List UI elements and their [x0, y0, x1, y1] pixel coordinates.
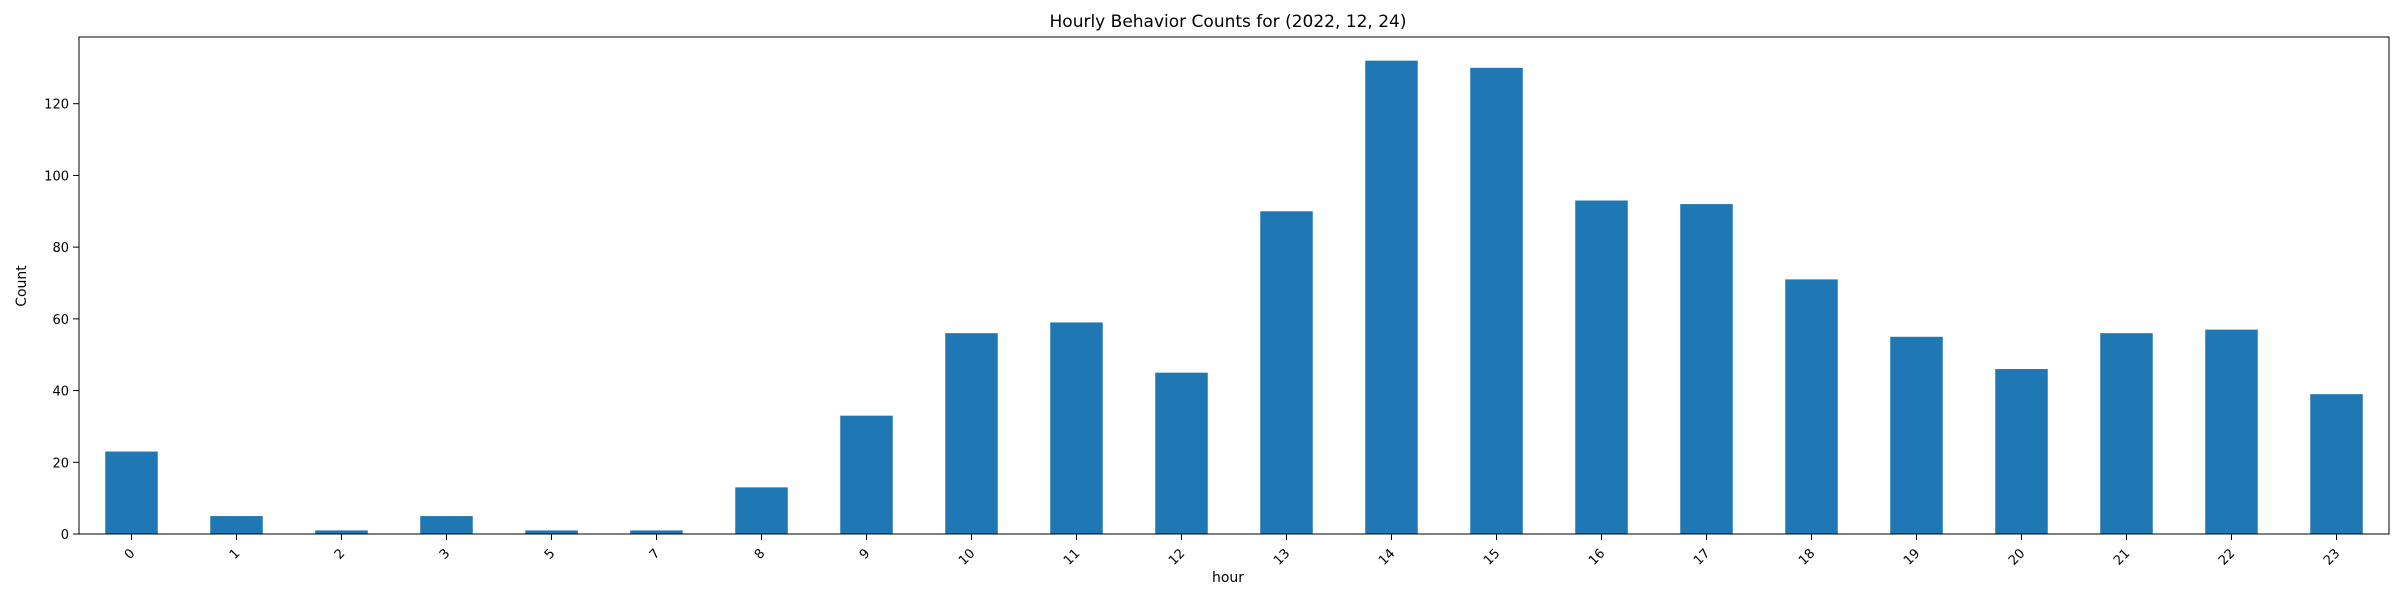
x-tick-label: 2 — [332, 546, 348, 562]
x-tick-label: 20 — [2006, 546, 2028, 568]
y-tick-label: 0 — [61, 528, 69, 543]
bar-hour-15 — [1470, 67, 1523, 534]
bar-hour-22 — [2205, 329, 2258, 534]
bar-hour-16 — [1575, 200, 1628, 534]
y-tick-label: 60 — [52, 313, 69, 328]
bar-hour-9 — [840, 415, 893, 534]
bars-group — [105, 60, 2363, 535]
x-tick-label: 11 — [1061, 546, 1083, 568]
x-axis: 0 1 2 3 5 7 8 9 10 11 12 13 14 15 16 17 18 19 20 21 22 23 — [122, 534, 2343, 569]
bar-hour-1 — [210, 516, 263, 534]
y-axis-label: Count — [14, 265, 30, 307]
bar-hour-21 — [2100, 333, 2153, 534]
plot-frame — [78, 36, 2390, 535]
bar-hour-20 — [1995, 369, 2048, 534]
x-axis-label: hour — [1212, 570, 1244, 586]
y-tick-label: 120 — [44, 98, 69, 113]
x-tick-label: 5 — [542, 546, 558, 562]
x-tick-label: 14 — [1376, 546, 1398, 568]
x-tick-label: 17 — [1691, 546, 1713, 568]
y-axis: 0 20 40 60 80 100 120 — [44, 98, 79, 543]
x-tick-label: 10 — [956, 546, 978, 568]
bar-hour-12 — [1155, 372, 1208, 534]
bar-hour-0 — [105, 451, 158, 534]
bar-hour-5 — [525, 530, 578, 534]
bar-hour-23 — [2310, 394, 2363, 534]
bar-hour-7 — [630, 530, 683, 534]
bar-hour-14 — [1365, 60, 1418, 535]
x-tick-label: 9 — [857, 546, 873, 562]
bar-hour-8 — [735, 487, 788, 534]
x-tick-label: 19 — [1901, 546, 1923, 568]
x-tick-label: 21 — [2111, 546, 2133, 568]
bar-hour-13 — [1260, 211, 1313, 534]
bar-hour-10 — [945, 333, 998, 534]
x-tick-label: 8 — [752, 546, 768, 562]
y-tick-label: 20 — [52, 456, 69, 471]
bar-hour-3 — [420, 516, 473, 534]
y-tick-label: 80 — [52, 241, 69, 256]
x-tick-label: 13 — [1271, 546, 1293, 568]
x-tick-label: 0 — [122, 546, 138, 562]
x-tick-label: 1 — [227, 546, 243, 562]
x-tick-label: 3 — [437, 546, 453, 562]
chart-title: Hourly Behavior Counts for (2022, 12, 24… — [1050, 12, 1407, 32]
x-tick-label: 16 — [1586, 546, 1608, 568]
x-tick-label: 15 — [1481, 546, 1503, 568]
bar-hour-18 — [1785, 279, 1838, 534]
x-tick-label: 12 — [1166, 546, 1188, 568]
y-tick-label: 40 — [52, 385, 69, 400]
y-tick-label: 100 — [44, 169, 69, 184]
x-tick-label: 22 — [2216, 546, 2238, 568]
x-tick-label: 18 — [1796, 546, 1818, 568]
bar-hour-11 — [1050, 322, 1103, 534]
bar-hour-19 — [1890, 336, 1943, 534]
x-tick-label: 7 — [647, 546, 663, 562]
bar-hour-2 — [315, 530, 368, 534]
bar-hour-17 — [1680, 204, 1733, 534]
x-tick-label: 23 — [2321, 546, 2343, 568]
